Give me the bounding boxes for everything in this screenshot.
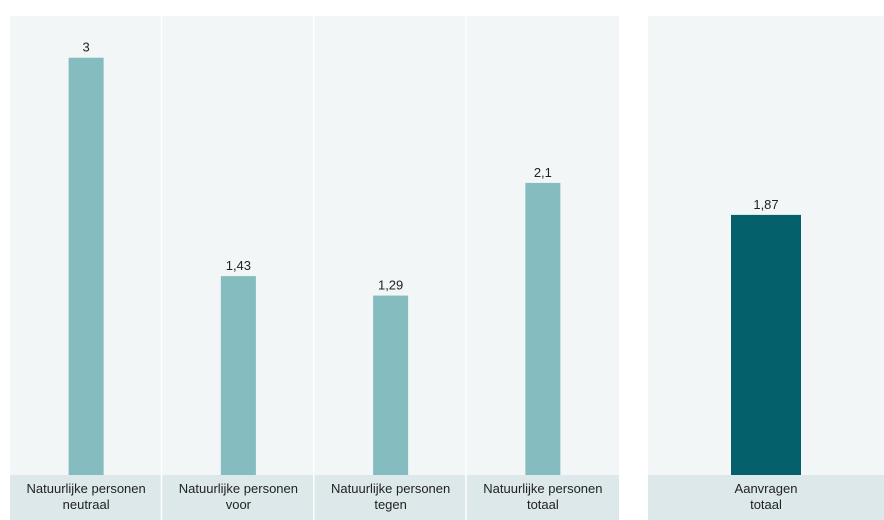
category-label-band (466, 475, 619, 520)
data-label: 3 (83, 40, 90, 55)
category-tick-label: tegen (374, 497, 407, 512)
category-tick-label: Natuurlijke personen (27, 481, 146, 496)
category-tick-label: Natuurlijke personen (331, 481, 450, 496)
category-tick-label: totaal (750, 497, 782, 512)
category-label-band (10, 475, 161, 520)
chart-bars (68, 57, 801, 476)
data-label: 2,1 (534, 165, 552, 180)
category-tick-label: totaal (527, 497, 559, 512)
category-tick-label: Natuurlijke personen (483, 481, 602, 496)
bar (373, 295, 409, 475)
category-label-band (648, 475, 884, 520)
category-tick-label: voor (226, 497, 252, 512)
bar (68, 57, 104, 476)
category-label-band (314, 475, 466, 520)
bar (525, 182, 561, 475)
category-tick-label: neutraal (63, 497, 110, 512)
data-label: 1,87 (753, 197, 778, 212)
bar (220, 276, 256, 475)
bar (731, 214, 801, 475)
data-label: 1,43 (226, 258, 251, 273)
category-label-band (162, 475, 313, 520)
data-label: 1,29 (378, 278, 403, 293)
category-tick-label: Aanvragen (735, 481, 798, 496)
category-tick-label: Natuurlijke personen (179, 481, 298, 496)
